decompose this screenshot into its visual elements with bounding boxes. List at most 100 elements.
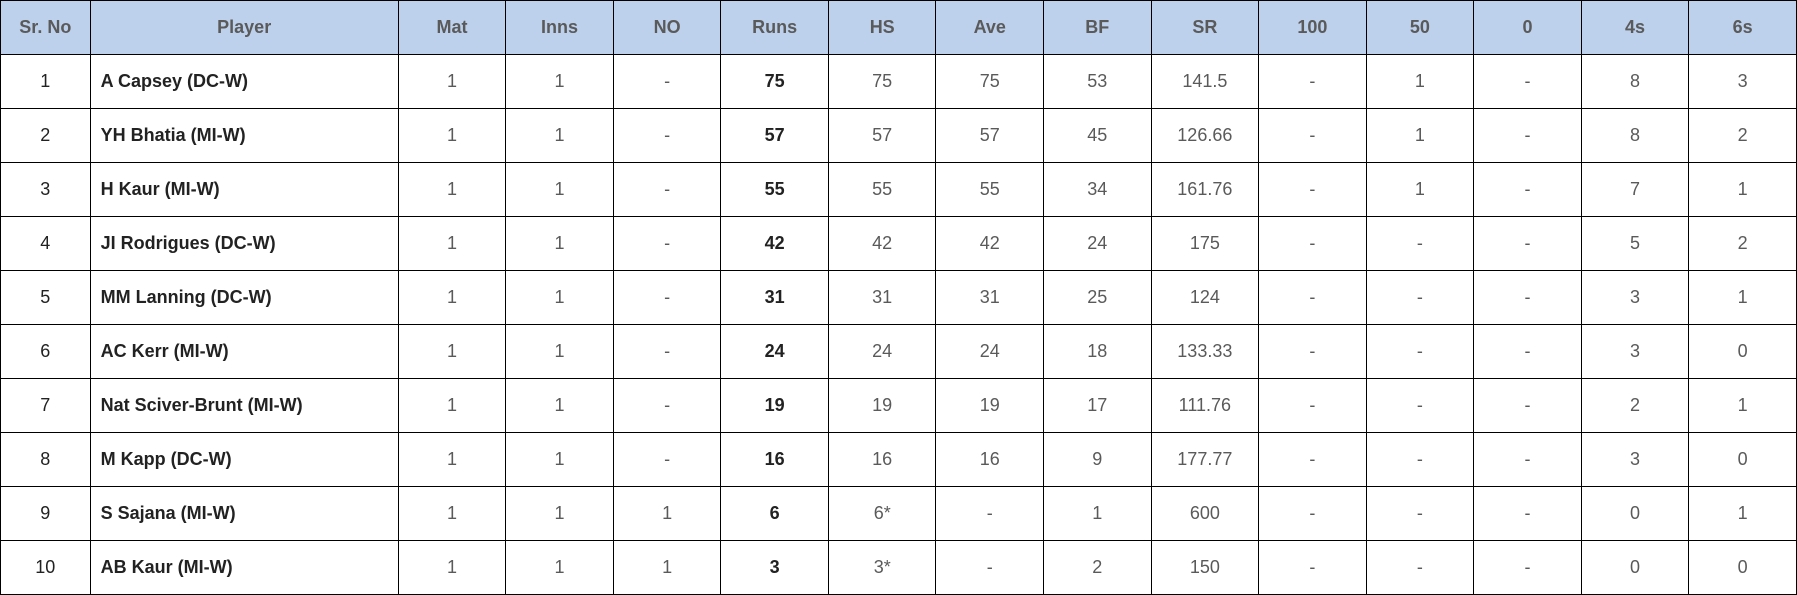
cell-c6s: 1	[1689, 379, 1797, 433]
cell-c0: -	[1474, 217, 1582, 271]
cell-c4s: 0	[1581, 487, 1689, 541]
cell-runs: 55	[721, 163, 829, 217]
cell-hs: 16	[828, 433, 936, 487]
cell-sr: 5	[1, 271, 91, 325]
cell-c4s: 3	[1581, 433, 1689, 487]
cell-ave: 16	[936, 433, 1044, 487]
table-row: 8M Kapp (DC-W)11-1616169177.77---30	[1, 433, 1797, 487]
cell-sr_rate: 175	[1151, 217, 1259, 271]
cell-runs: 19	[721, 379, 829, 433]
cell-c4s: 8	[1581, 55, 1689, 109]
cell-mat: 1	[398, 271, 506, 325]
cell-c4s: 3	[1581, 271, 1689, 325]
cell-hs: 3*	[828, 541, 936, 595]
cell-sr: 1	[1, 55, 91, 109]
header-row: Sr. NoPlayerMatInnsNORunsHSAveBFSR100500…	[1, 1, 1797, 55]
cell-hs: 24	[828, 325, 936, 379]
cell-sr_rate: 124	[1151, 271, 1259, 325]
cell-c50: -	[1366, 433, 1474, 487]
cell-inns: 1	[506, 433, 614, 487]
cell-hs: 19	[828, 379, 936, 433]
table-row: 1A Capsey (DC-W)11-75757553141.5-1-83	[1, 55, 1797, 109]
cell-c100: -	[1259, 109, 1367, 163]
cell-c4s: 5	[1581, 217, 1689, 271]
cell-c4s: 3	[1581, 325, 1689, 379]
col-header-hs: HS	[828, 1, 936, 55]
cell-mat: 1	[398, 55, 506, 109]
cell-c100: -	[1259, 271, 1367, 325]
cell-runs: 6	[721, 487, 829, 541]
cell-c100: -	[1259, 379, 1367, 433]
cell-c6s: 0	[1689, 325, 1797, 379]
cell-c0: -	[1474, 109, 1582, 163]
table-head: Sr. NoPlayerMatInnsNORunsHSAveBFSR100500…	[1, 1, 1797, 55]
cell-c6s: 1	[1689, 271, 1797, 325]
cell-inns: 1	[506, 325, 614, 379]
col-header-ave: Ave	[936, 1, 1044, 55]
cell-player: MM Lanning (DC-W)	[90, 271, 398, 325]
cell-c4s: 8	[1581, 109, 1689, 163]
cell-sr: 8	[1, 433, 91, 487]
cell-bf: 9	[1044, 433, 1152, 487]
cell-sr_rate: 126.66	[1151, 109, 1259, 163]
cell-c50: 1	[1366, 109, 1474, 163]
table-row: 10AB Kaur (MI-W)11133*-2150---00	[1, 541, 1797, 595]
cell-inns: 1	[506, 109, 614, 163]
cell-bf: 2	[1044, 541, 1152, 595]
cell-inns: 1	[506, 163, 614, 217]
cell-no: -	[613, 109, 721, 163]
cell-mat: 1	[398, 163, 506, 217]
cell-no: -	[613, 325, 721, 379]
col-header-c4s: 4s	[1581, 1, 1689, 55]
cell-inns: 1	[506, 541, 614, 595]
col-header-no: NO	[613, 1, 721, 55]
cell-c0: -	[1474, 325, 1582, 379]
cell-c0: -	[1474, 55, 1582, 109]
cell-sr: 2	[1, 109, 91, 163]
cell-c0: -	[1474, 541, 1582, 595]
col-header-c0: 0	[1474, 1, 1582, 55]
cell-c50: -	[1366, 487, 1474, 541]
table-row: 7Nat Sciver-Brunt (MI-W)11-19191917111.7…	[1, 379, 1797, 433]
cell-no: 1	[613, 541, 721, 595]
cell-mat: 1	[398, 325, 506, 379]
cell-ave: 75	[936, 55, 1044, 109]
cell-bf: 24	[1044, 217, 1152, 271]
col-header-bf: BF	[1044, 1, 1152, 55]
cell-player: JI Rodrigues (DC-W)	[90, 217, 398, 271]
col-header-runs: Runs	[721, 1, 829, 55]
cell-player: YH Bhatia (MI-W)	[90, 109, 398, 163]
cell-c100: -	[1259, 487, 1367, 541]
cell-ave: 42	[936, 217, 1044, 271]
cell-mat: 1	[398, 379, 506, 433]
cell-sr: 6	[1, 325, 91, 379]
cell-hs: 75	[828, 55, 936, 109]
cell-c50: -	[1366, 271, 1474, 325]
col-header-sr_rate: SR	[1151, 1, 1259, 55]
cell-no: -	[613, 55, 721, 109]
cell-sr_rate: 111.76	[1151, 379, 1259, 433]
cell-c4s: 2	[1581, 379, 1689, 433]
cell-player: H Kaur (MI-W)	[90, 163, 398, 217]
cell-sr_rate: 141.5	[1151, 55, 1259, 109]
cell-sr_rate: 133.33	[1151, 325, 1259, 379]
cell-bf: 18	[1044, 325, 1152, 379]
cell-c6s: 0	[1689, 541, 1797, 595]
cell-player: S Sajana (MI-W)	[90, 487, 398, 541]
table-row: 4JI Rodrigues (DC-W)11-42424224175---52	[1, 217, 1797, 271]
cell-bf: 53	[1044, 55, 1152, 109]
cell-no: -	[613, 163, 721, 217]
cell-c6s: 0	[1689, 433, 1797, 487]
cell-player: AB Kaur (MI-W)	[90, 541, 398, 595]
cell-inns: 1	[506, 55, 614, 109]
cell-runs: 57	[721, 109, 829, 163]
col-header-c100: 100	[1259, 1, 1367, 55]
cell-no: -	[613, 217, 721, 271]
stats-table: Sr. NoPlayerMatInnsNORunsHSAveBFSR100500…	[0, 0, 1797, 595]
cell-inns: 1	[506, 379, 614, 433]
cell-c6s: 2	[1689, 109, 1797, 163]
cell-runs: 42	[721, 217, 829, 271]
cell-ave: 19	[936, 379, 1044, 433]
table-row: 6AC Kerr (MI-W)11-24242418133.33---30	[1, 325, 1797, 379]
cell-runs: 3	[721, 541, 829, 595]
